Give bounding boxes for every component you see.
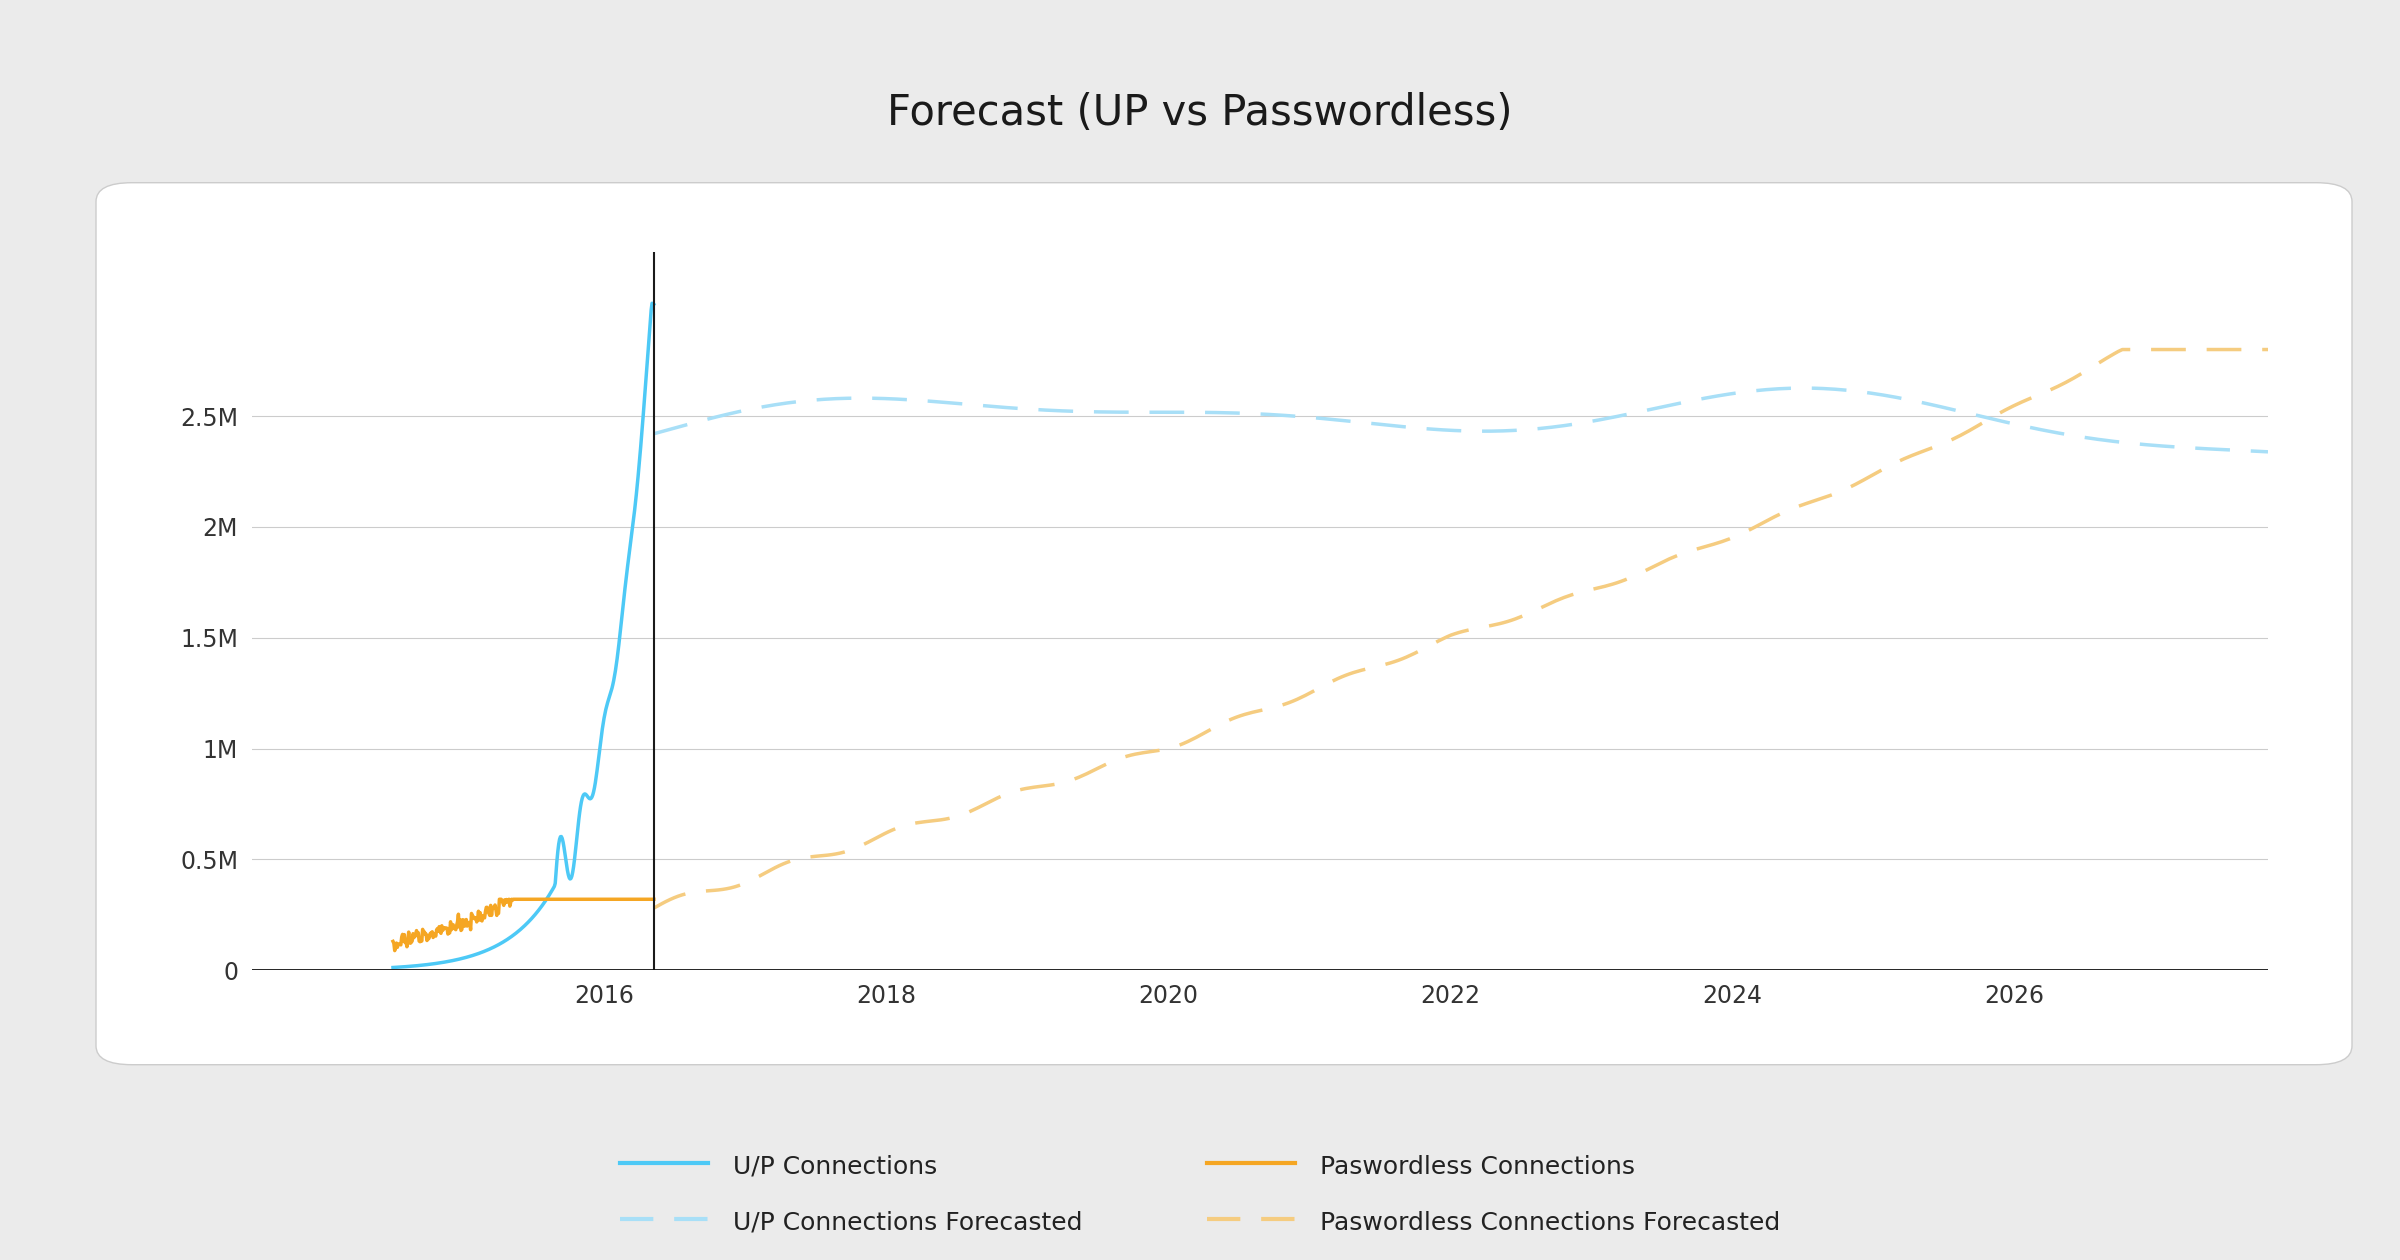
- Legend: U/P Connections, U/P Connections Forecasted, Paswordless Connections, Paswordles: U/P Connections, U/P Connections Forecas…: [619, 1153, 1781, 1235]
- Text: Forecast (UP vs Passwordless): Forecast (UP vs Passwordless): [888, 92, 1512, 135]
